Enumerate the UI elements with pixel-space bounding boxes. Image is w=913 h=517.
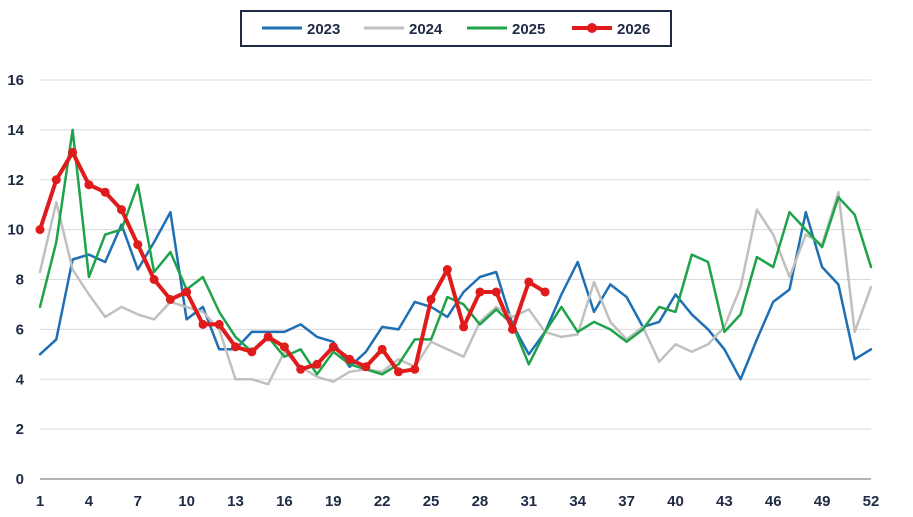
x-tick-label: 31 [520, 493, 537, 510]
x-tick-label: 19 [325, 493, 342, 510]
x-tick-label: 1 [36, 493, 44, 510]
data-point-2026 [377, 344, 387, 354]
data-point-2026 [231, 342, 241, 352]
data-point-2026 [263, 332, 273, 342]
gridlines [40, 79, 871, 430]
x-tick-label: 13 [227, 493, 244, 510]
legend-marker-2026 [587, 23, 597, 33]
y-tick-label: 10 [7, 222, 24, 239]
legend: 2023 2024 2025 2026 [240, 10, 672, 47]
data-point-2026 [442, 265, 452, 275]
data-point-2026 [361, 362, 371, 372]
y-tick-label: 16 [7, 72, 24, 89]
legend-label-2023: 2023 [307, 21, 340, 38]
data-point-2026 [84, 180, 94, 190]
x-tick-label: 37 [618, 493, 635, 510]
series-line-2025 [38, 128, 873, 376]
x-tick-label: 34 [569, 493, 586, 510]
data-point-2026 [475, 287, 485, 297]
data-point-2026 [524, 277, 534, 287]
data-point-2026 [426, 294, 436, 304]
data-point-2026 [198, 319, 208, 329]
legend-label-2026: 2026 [617, 21, 650, 38]
data-point-2026 [508, 324, 518, 334]
data-point-2026 [459, 322, 469, 332]
x-tick-label: 46 [765, 493, 782, 510]
x-tick-label: 28 [472, 493, 489, 510]
x-tick-label: 22 [374, 493, 391, 510]
x-tick-label: 40 [667, 493, 684, 510]
data-point-2026 [165, 294, 175, 304]
data-point-2026 [312, 359, 322, 369]
data-point-2026 [68, 147, 78, 157]
data-point-2026 [345, 354, 355, 364]
x-tick-label: 25 [423, 493, 440, 510]
y-tick-label: 8 [16, 272, 24, 289]
data-point-2026 [35, 225, 45, 235]
data-point-2026 [100, 187, 110, 197]
data-point-2026 [491, 287, 501, 297]
data-point-2026 [214, 319, 224, 329]
data-point-2026 [116, 205, 126, 215]
data-point-2026 [182, 287, 192, 297]
data-point-2026 [296, 364, 306, 374]
x-tick-label: 49 [814, 493, 831, 510]
data-point-2026 [393, 367, 403, 377]
legend-label-2024: 2024 [409, 21, 443, 38]
y-tick-label: 6 [16, 321, 24, 338]
data-point-2026 [328, 342, 338, 352]
legend-label-2025: 2025 [512, 21, 545, 38]
y-tick-label: 4 [16, 371, 25, 388]
data-point-2026 [540, 287, 550, 297]
series-line-2026 [38, 150, 548, 374]
y-tick-label: 14 [7, 122, 24, 139]
x-tick-label: 4 [85, 493, 94, 510]
data-point-2026 [133, 240, 143, 250]
data-point-2026 [149, 275, 159, 284]
data-point-2026 [247, 347, 257, 357]
data-point-2026 [51, 175, 61, 185]
x-tick-label: 10 [178, 493, 195, 510]
y-tick-label: 12 [7, 172, 24, 189]
x-tick-label: 43 [716, 493, 733, 510]
data-point-2026 [279, 342, 289, 352]
series-group [35, 128, 873, 386]
x-tick-label: 16 [276, 493, 293, 510]
data-point-2026 [410, 364, 420, 374]
x-tick-label: 7 [134, 493, 142, 510]
y-tick-label: 0 [16, 471, 24, 488]
y-tick-label: 2 [16, 421, 24, 438]
series-line-2024 [38, 190, 873, 386]
x-tick-label: 52 [863, 493, 880, 510]
